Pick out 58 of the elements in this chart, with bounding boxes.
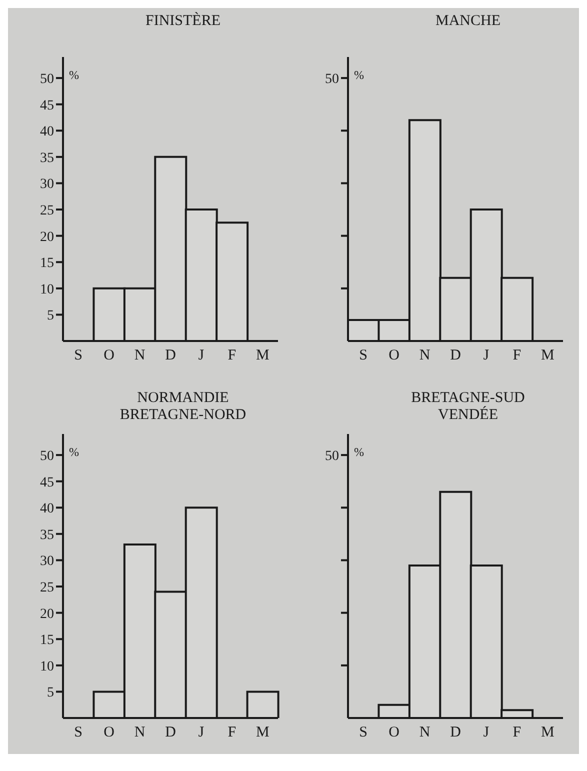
y-tick-label: 5: [47, 308, 54, 324]
y-tick-label: 10: [40, 659, 54, 674]
chart-title: BRETAGNE-SUD VENDÉE: [410, 390, 526, 424]
x-tick-label: F: [512, 724, 522, 741]
y-tick-label: 5: [47, 686, 54, 701]
x-tick-label: J: [483, 348, 490, 364]
x-tick-label: F: [228, 724, 236, 741]
x-tick-label: S: [359, 724, 368, 741]
x-tick-label: D: [165, 348, 176, 364]
y-tick-label: 50: [325, 449, 339, 464]
y-tick-label: 50: [40, 72, 54, 88]
x-tick-label: O: [104, 724, 115, 741]
y-tick-label: 50: [325, 72, 339, 88]
y-tick-label: 15: [40, 633, 54, 648]
x-tick-label: N: [134, 348, 146, 364]
y-tick-label: 25: [40, 580, 54, 596]
x-tick-label: N: [419, 724, 430, 741]
chart-title: MANCHE: [434, 13, 502, 30]
y-tick-label: 20: [40, 606, 54, 622]
x-tick-label: O: [104, 348, 115, 364]
x-tick-label: S: [359, 348, 368, 364]
x-tick-label: N: [134, 724, 146, 741]
y-tick-label: 25: [40, 203, 54, 218]
y-axis-title: %: [69, 68, 79, 84]
y-tick-label: 30: [40, 177, 54, 192]
x-tick-label: J: [483, 724, 490, 741]
x-tick-label: O: [388, 724, 400, 741]
x-tick-label: M: [256, 348, 270, 364]
y-tick-label: 20: [40, 230, 54, 245]
y-tick-label: 45: [40, 98, 54, 114]
x-tick-label: D: [450, 348, 462, 364]
y-tick-label: 45: [40, 475, 54, 490]
x-tick-label: N: [419, 348, 430, 364]
y-tick-label: 35: [40, 150, 54, 166]
x-tick-label: S: [74, 724, 83, 741]
x-tick-label: S: [74, 348, 83, 364]
x-tick-label: J: [198, 724, 204, 741]
x-tick-label: J: [198, 348, 204, 364]
y-axis-title: %: [354, 445, 364, 460]
y-tick-label: 35: [40, 528, 54, 543]
y-tick-label: 40: [40, 124, 54, 140]
y-tick-label: 15: [40, 256, 54, 272]
y-axis-title: %: [354, 68, 364, 84]
x-tick-label: F: [512, 348, 522, 364]
y-tick-label: 10: [40, 282, 54, 298]
x-tick-label: M: [540, 724, 554, 741]
x-tick-label: O: [388, 348, 400, 364]
y-tick-label: 50: [40, 449, 54, 464]
x-tick-label: D: [165, 724, 176, 741]
x-tick-label: D: [450, 724, 462, 741]
y-tick-label: 30: [40, 554, 54, 570]
x-tick-label: M: [256, 724, 270, 741]
chart-title: FINISTÈRE: [144, 13, 222, 30]
x-tick-label: F: [228, 348, 236, 364]
x-tick-label: M: [540, 348, 554, 364]
y-axis-title: %: [69, 445, 79, 460]
chart-title: NORMANDIE BRETAGNE-NORD: [118, 390, 248, 424]
y-tick-label: 40: [40, 502, 54, 517]
